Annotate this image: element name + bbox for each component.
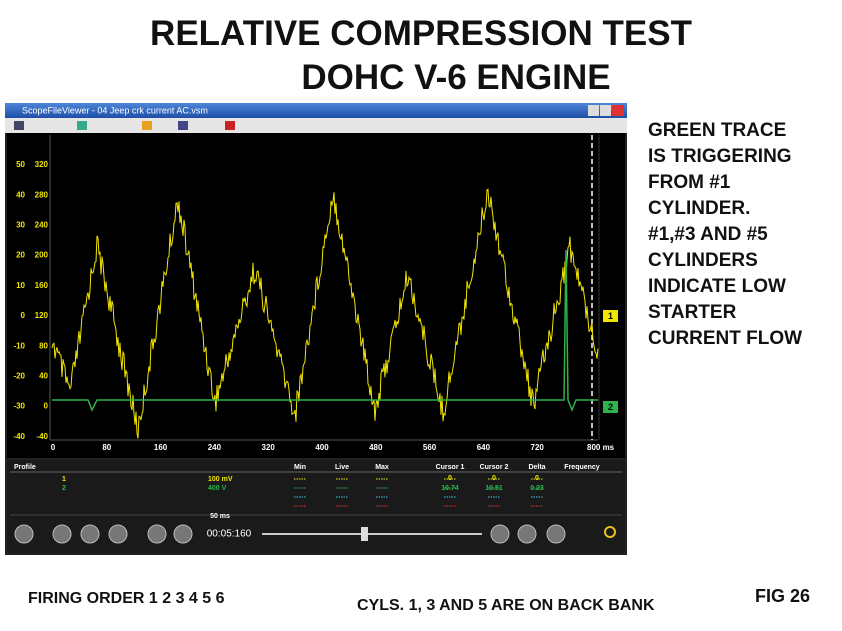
note-line: STARTER	[648, 302, 737, 323]
close-button[interactable]	[612, 105, 624, 116]
note-line: IS TRIGGERING	[648, 146, 792, 167]
stat-header: Max	[375, 464, 389, 471]
cursor-header: Cursor 1	[436, 464, 465, 471]
title-bar	[5, 103, 627, 118]
x-label: 320	[262, 443, 276, 452]
panel-header: Profile	[14, 464, 36, 471]
control-button[interactable]	[14, 524, 34, 544]
tool-icon[interactable]	[77, 121, 87, 130]
x-label: 0	[51, 443, 56, 452]
time-display: 00:05:160	[207, 529, 252, 540]
slider-thumb[interactable]	[361, 527, 368, 541]
timebase: 50 ms	[210, 513, 230, 520]
x-label: 720	[531, 443, 545, 452]
playback-controls	[14, 524, 616, 544]
marker-label: 1	[608, 311, 613, 321]
scale-label: 240	[35, 221, 49, 230]
toolbar	[5, 118, 627, 133]
scale-label: 120	[35, 311, 49, 320]
control-button[interactable]	[147, 524, 167, 544]
x-label: 640	[477, 443, 491, 452]
title-line: RELATIVE COMPRESSION TEST	[150, 14, 692, 53]
control-button[interactable]	[52, 524, 72, 544]
x-label: 560	[423, 443, 437, 452]
title-line: DOHC V-6 ENGINE	[301, 58, 611, 97]
scale-label: 40	[39, 372, 48, 381]
note-line: CYLINDERS	[648, 250, 758, 271]
cursor-header: Cursor 2	[480, 464, 509, 471]
scale-label: 80	[39, 341, 48, 350]
scale-label: -10	[13, 341, 25, 350]
cursor-value: 0	[492, 475, 496, 482]
zoom-button[interactable]	[604, 526, 616, 538]
scale-label: -30	[13, 402, 25, 411]
scale-label: 30	[16, 221, 25, 230]
note-line: GREEN TRACE	[648, 120, 787, 141]
channel-id: 1	[62, 476, 66, 483]
scale-label: -20	[13, 372, 25, 381]
min-button[interactable]	[588, 105, 599, 116]
cursor-header: Delta	[528, 464, 545, 471]
yellow-trace	[51, 188, 599, 439]
control-button[interactable]	[173, 524, 193, 544]
control-button[interactable]	[517, 524, 537, 544]
control-button[interactable]	[490, 524, 510, 544]
marker-label: 2	[608, 402, 613, 412]
footer-left: FIRING ORDER 1 2 3 4 5 6	[28, 590, 225, 607]
scale-label: 160	[35, 281, 49, 290]
plot-area	[7, 133, 625, 458]
channel-id: 2	[62, 485, 66, 492]
stat-header: Min	[294, 464, 306, 471]
x-label: 240	[208, 443, 222, 452]
scale-label: 200	[35, 251, 49, 260]
max-button[interactable]	[600, 105, 611, 116]
tool-icon[interactable]	[14, 121, 24, 130]
x-label: 800 ms	[587, 443, 615, 452]
scale-label: 280	[35, 190, 49, 199]
scale-label: 20	[16, 251, 25, 260]
window-title: ScopeFileViewer - 04 Jeep crk current AC…	[22, 105, 208, 115]
channel-range: 400 V	[208, 485, 227, 492]
scale-label: 320	[35, 160, 49, 169]
x-label: 160	[154, 443, 168, 452]
scale-label: 40	[16, 190, 25, 199]
green-trace	[52, 249, 598, 413]
tool-icon[interactable]	[225, 121, 235, 130]
control-button[interactable]	[80, 524, 100, 544]
note-line: INDICATE LOW	[648, 276, 786, 297]
channel-marker[interactable]	[603, 401, 618, 413]
stat-header: Live	[335, 464, 349, 471]
x-label: 480	[369, 443, 383, 452]
fig-label: FIG 26	[755, 586, 811, 606]
scale-label: 0	[44, 402, 49, 411]
cursor-value: 0	[535, 475, 539, 482]
control-button[interactable]	[546, 524, 566, 544]
cursor-value: 0	[448, 475, 452, 482]
footer-center: CYLS. 1, 3 AND 5 ARE ON BACK BANK	[357, 597, 655, 614]
cursor-header: Frequency	[564, 464, 600, 471]
x-label: 400	[315, 443, 329, 452]
side-note: GREEN TRACE IS TRIGGERING FROM #1 CYLINDER.…	[648, 118, 802, 352]
note-line: CURRENT FLOW	[648, 328, 803, 349]
note-line: #1,#3 AND #5	[648, 224, 768, 245]
scale-label: 10	[16, 281, 25, 290]
tool-icon[interactable]	[178, 121, 188, 130]
scale-label: 0	[21, 311, 26, 320]
scale-label: -40	[13, 432, 25, 441]
scale-label: 50	[16, 160, 25, 169]
control-button[interactable]	[108, 524, 128, 544]
note-line: CYLINDER.	[648, 198, 751, 219]
x-label: 80	[102, 443, 111, 452]
channel-range: 100 mV	[208, 476, 233, 483]
tool-icon[interactable]	[142, 121, 152, 130]
channel-marker[interactable]	[603, 310, 618, 322]
scale-label: -40	[36, 432, 48, 441]
note-line: FROM #1	[648, 172, 731, 193]
